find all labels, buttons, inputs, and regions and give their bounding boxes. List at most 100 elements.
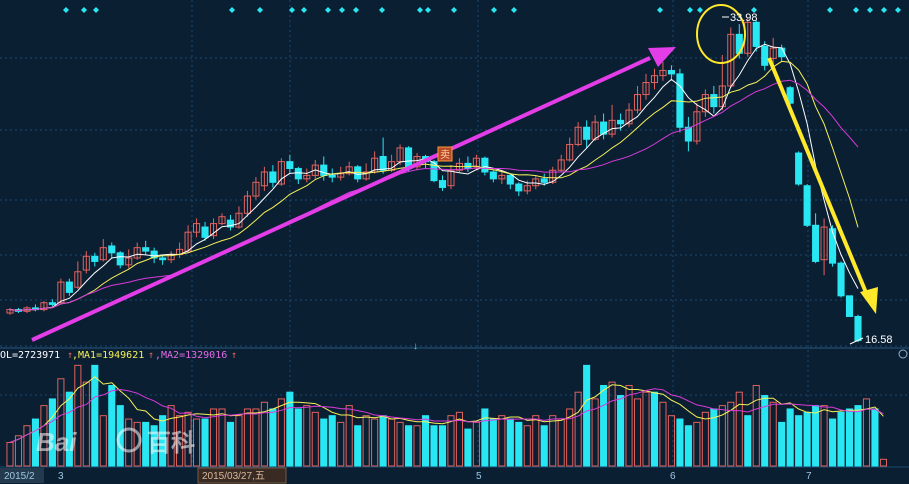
candle-body	[820, 226, 828, 261]
volume-bar	[778, 421, 786, 467]
volume-bar	[566, 408, 574, 467]
candle-body	[269, 171, 277, 183]
volume-bar	[40, 405, 48, 467]
vol-ma2-line	[9, 388, 884, 443]
candle-body	[286, 161, 294, 170]
event-diamond	[229, 7, 235, 13]
volume-bar	[735, 391, 743, 467]
volume-bar	[226, 421, 235, 467]
volume-bar	[413, 425, 421, 467]
candle-body	[159, 257, 167, 261]
volume-bar	[718, 405, 726, 467]
volume-bar	[74, 364, 82, 467]
volume-bar	[481, 408, 489, 467]
volume-bar	[91, 364, 99, 467]
ma20-line	[9, 79, 859, 312]
volume-bar	[243, 408, 251, 467]
event-diamond	[417, 7, 423, 13]
candle-body	[345, 166, 353, 175]
candle-body	[812, 224, 820, 262]
volume-bar	[837, 411, 845, 467]
volume-bar	[549, 415, 557, 467]
volume-header: OL=2723971 ↑ ,MA1=1949621 ↑ ,MA2=1329016…	[0, 350, 237, 361]
event-diamond	[867, 7, 873, 13]
event-diamond	[425, 7, 431, 13]
low-label-tick	[849, 337, 864, 345]
candle-body	[786, 87, 794, 104]
nav-icon[interactable]	[898, 349, 908, 359]
volume-bar	[23, 425, 31, 467]
event-diamond	[491, 7, 497, 13]
event-diamond	[895, 7, 901, 13]
volume-bar	[430, 425, 438, 467]
volume-bar	[438, 425, 447, 467]
sell-marker-glyph: 卖	[440, 149, 450, 161]
volume-bar	[532, 415, 540, 467]
volume-bar	[371, 418, 379, 467]
volume-bar	[31, 418, 39, 467]
candle-body	[710, 94, 718, 108]
volume-bar	[201, 418, 209, 467]
volume-bar	[277, 398, 285, 467]
candle-body	[252, 181, 260, 197]
date-box[interactable]	[197, 467, 287, 484]
candle-body	[226, 219, 235, 228]
volume-bar	[269, 408, 277, 467]
event-diamond	[289, 7, 295, 13]
ma1-arrow: ↑	[148, 350, 154, 361]
volume-bar	[337, 421, 345, 467]
candle-body	[133, 247, 141, 259]
volume-bar	[464, 428, 472, 467]
volume-bar	[447, 415, 455, 467]
candle-body	[65, 281, 73, 293]
event-diamond	[827, 7, 833, 13]
candle-body	[659, 69, 667, 77]
volume-bar	[625, 384, 633, 467]
event-diamonds	[63, 7, 901, 13]
candle-body	[201, 226, 209, 238]
candle-body	[684, 126, 692, 142]
ma1-label: ,MA1=1949621	[72, 350, 144, 361]
volume-bar	[506, 418, 514, 467]
date-box-label: 2015/03/27,五	[202, 471, 265, 482]
candle-body	[600, 121, 608, 135]
volume-bar	[150, 425, 158, 467]
candle-body	[74, 271, 82, 288]
candle-body	[82, 255, 90, 271]
volume-bar	[727, 401, 735, 467]
candle-body	[676, 73, 684, 128]
event-diamond	[81, 7, 87, 13]
event-diamond	[697, 7, 703, 13]
volume-bar	[82, 381, 90, 467]
candle-body	[837, 262, 845, 297]
sell-marker[interactable]	[437, 146, 453, 162]
volume-bar	[667, 415, 675, 467]
volume-bar	[405, 425, 413, 467]
volume-bar	[761, 395, 769, 467]
candle-body	[761, 45, 769, 66]
candle-body	[472, 157, 480, 168]
vol-label: OL=2723971	[0, 350, 60, 361]
volume-bar	[421, 415, 430, 467]
event-diamond	[339, 7, 345, 13]
volume-bar	[48, 398, 56, 467]
volume-bar	[515, 421, 523, 467]
candle-body	[142, 247, 150, 252]
candle-body	[854, 315, 862, 342]
candle-body	[108, 245, 116, 254]
volume-bar	[354, 425, 362, 467]
volume-bar	[209, 408, 218, 467]
peak-circle	[696, 4, 746, 64]
candle-body	[379, 155, 387, 171]
volume-bar	[854, 405, 862, 467]
down-tick-marker: ↓	[413, 341, 418, 352]
volume-bar	[14, 435, 23, 467]
candle-body	[752, 21, 760, 47]
candle-body	[99, 247, 107, 261]
volume-bar	[795, 415, 803, 467]
candle-body	[218, 216, 226, 225]
event-diamond	[687, 7, 693, 13]
volume-bar	[362, 415, 370, 467]
volume-bar	[803, 411, 811, 467]
